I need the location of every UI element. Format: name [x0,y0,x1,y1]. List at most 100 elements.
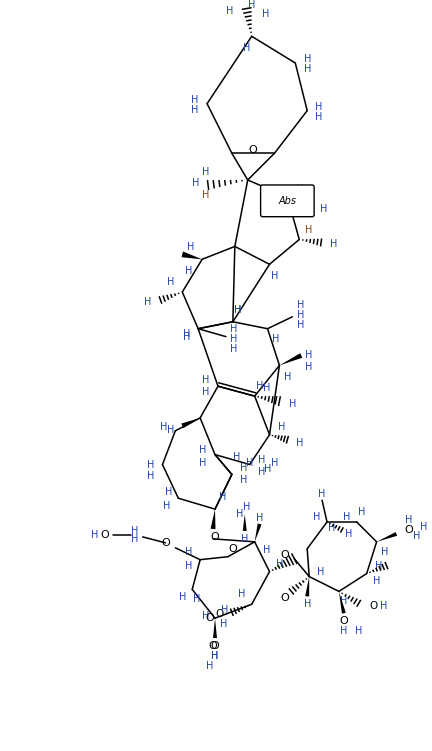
Text: O: O [369,602,378,611]
Text: H: H [233,451,241,462]
Text: Abs: Abs [278,196,296,206]
Text: H: H [340,596,348,606]
Polygon shape [305,577,309,596]
Text: H: H [318,489,326,499]
Text: H: H [240,475,248,485]
Text: H: H [236,509,244,519]
Polygon shape [210,509,216,529]
Polygon shape [213,618,217,638]
Text: H: H [263,383,270,394]
Text: H: H [230,333,238,344]
Text: O: O [229,544,237,553]
Text: H: H [144,297,151,307]
Text: O: O [216,609,224,620]
Text: H: H [203,611,210,621]
Text: H: H [304,64,311,74]
Text: H: H [246,457,254,468]
Text: H: H [263,544,270,555]
Text: H: H [278,422,285,432]
Text: H: H [243,43,251,53]
Text: H: H [165,487,172,497]
Text: H: H [330,240,338,249]
Text: H: H [343,512,350,522]
Text: H: H [184,266,192,276]
Text: H: H [380,602,387,611]
Polygon shape [243,514,247,531]
Polygon shape [181,252,202,259]
Text: H: H [200,445,207,454]
Text: H: H [147,472,154,481]
Text: H: H [413,531,420,541]
Text: H: H [315,101,323,112]
Text: H: H [206,661,214,671]
Text: O: O [404,525,413,535]
Text: H: H [340,626,348,636]
Text: H: H [318,566,325,577]
Polygon shape [181,418,200,428]
Text: H: H [183,329,190,339]
Text: H: H [219,492,227,502]
Text: H: H [220,619,228,629]
Text: H: H [256,382,264,391]
Text: O: O [161,538,170,547]
Text: H: H [211,651,219,661]
Text: H: H [314,512,321,522]
Text: H: H [203,167,210,177]
Text: H: H [305,225,313,234]
Text: H: H [187,243,194,252]
Text: H: H [147,460,154,469]
Text: H: H [328,523,336,533]
Text: H: H [284,372,291,382]
Text: H: H [272,333,279,344]
Text: H: H [230,324,238,333]
Text: H: H [321,204,328,214]
Polygon shape [254,523,261,541]
Text: H: H [405,515,412,525]
Text: H: H [295,184,303,194]
Text: H: H [258,454,265,465]
Text: H: H [160,422,167,432]
Text: H: H [226,7,234,17]
Text: H: H [234,305,241,315]
Text: H: H [358,507,365,517]
Text: H: H [183,332,190,342]
Text: O: O [209,641,217,651]
Text: H: H [345,529,353,539]
Text: H: H [167,425,174,435]
Text: H: H [221,605,229,615]
Text: H: H [131,534,138,544]
Text: H: H [131,526,138,536]
Text: H: H [315,112,323,122]
Text: H: H [264,464,271,475]
Text: H: H [304,599,311,609]
Text: H: H [184,561,192,571]
Text: O: O [211,532,219,542]
Text: H: H [191,95,199,104]
Text: O: O [280,550,289,559]
Text: H: H [297,320,304,330]
Text: H: H [238,590,245,599]
Text: H: H [194,594,201,605]
Text: H: H [241,534,248,544]
Text: H: H [289,399,296,409]
Polygon shape [339,591,346,614]
Text: H: H [234,305,241,315]
Polygon shape [280,353,302,366]
Text: H: H [381,547,388,556]
Text: H: H [305,363,313,372]
Text: O: O [101,530,109,540]
Text: O: O [206,613,214,623]
Text: H: H [203,190,210,200]
Text: H: H [203,376,210,385]
Text: H: H [297,300,304,310]
Text: H: H [230,343,238,354]
Text: H: H [373,577,380,587]
Text: O: O [340,616,348,626]
Text: H: H [297,310,304,320]
Text: H: H [248,0,255,10]
Polygon shape [377,532,397,541]
Text: H: H [375,561,382,571]
Text: H: H [243,502,251,512]
Text: H: H [258,467,265,478]
Text: H: H [262,10,269,20]
